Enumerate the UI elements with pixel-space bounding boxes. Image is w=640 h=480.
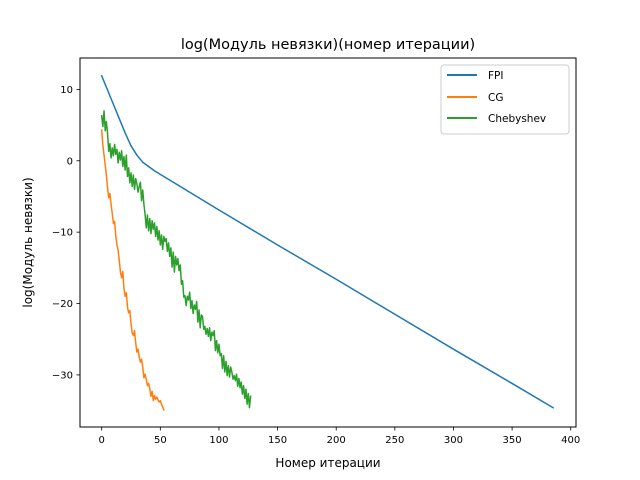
- x-tick-label: 400: [561, 435, 580, 446]
- x-tick-label: 300: [444, 435, 463, 446]
- series-line-fpi: [100, 74, 555, 409]
- y-tick-label: −30: [52, 370, 73, 381]
- y-tick-label: −10: [52, 228, 73, 239]
- chart-title: log(Модуль невязки)(номер итерации): [181, 37, 475, 53]
- legend-label-chebyshev: Chebyshev: [488, 113, 546, 125]
- x-tick-label: 350: [503, 435, 522, 446]
- x-tick-label: 100: [209, 435, 228, 446]
- y-tick-label: −20: [52, 299, 73, 310]
- x-tick-label: 50: [154, 435, 167, 446]
- legend-box: [440, 64, 570, 135]
- y-axis-label: log(Модуль невязки): [21, 177, 35, 307]
- y-tick-label: 0: [67, 156, 73, 167]
- x-tick-label: 150: [268, 435, 287, 446]
- plot-frame: [79, 57, 577, 428]
- plot-area: [100, 74, 555, 411]
- x-tick-label: 250: [385, 435, 404, 446]
- legend: FPI CG Chebyshev: [440, 64, 570, 135]
- series-line-chebyshev: [100, 110, 252, 409]
- x-tick-label: 0: [99, 435, 105, 446]
- x-tick-label: 200: [327, 435, 346, 446]
- x-axis-label: Номер итерации: [275, 456, 380, 470]
- series-line-cg: [100, 129, 165, 411]
- legend-label-cg: CG: [488, 92, 503, 104]
- y-tick-label: 10: [60, 85, 73, 96]
- legend-label-fpi: FPI: [488, 70, 503, 82]
